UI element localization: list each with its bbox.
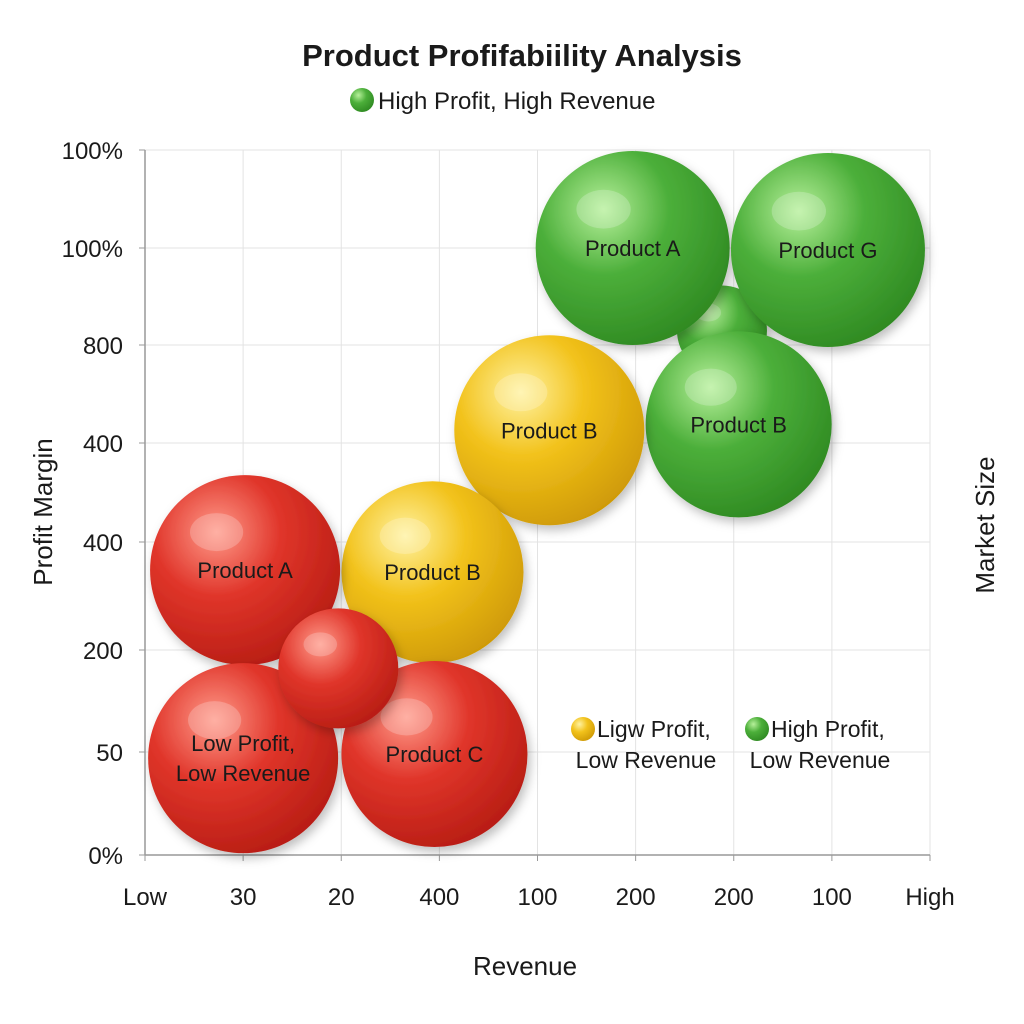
bubble-highlight xyxy=(494,373,548,412)
bubble-label: Product A xyxy=(197,558,293,583)
bubble-circle xyxy=(454,335,645,526)
legend-marker xyxy=(745,717,769,741)
legend-label: Low Revenue xyxy=(750,747,891,773)
bubble-highlight xyxy=(576,189,631,229)
bubble-highlight xyxy=(188,701,242,740)
bubble-highlight xyxy=(189,513,244,552)
y2-axis-label: Market Size xyxy=(970,456,1000,593)
bubble: Low Profit, Low Revenue xyxy=(148,663,339,854)
y-tick-label: 400 xyxy=(83,431,123,458)
bubble-circle xyxy=(148,663,339,854)
bubble-circle xyxy=(341,481,524,664)
bubble-label: Product G xyxy=(778,238,877,263)
bubble-label: Product B xyxy=(501,418,598,443)
bubble-label: Product A xyxy=(585,236,681,261)
bubble-highlight xyxy=(771,191,827,231)
bubble: Product B xyxy=(454,335,645,526)
axes: Low 30 20 400 100 200 200 100 High 0% 50 200 400 400 8… xyxy=(62,138,955,911)
bubble-label: Product C xyxy=(386,742,484,767)
bubble: Product B xyxy=(645,331,832,518)
x-tick-label: Low xyxy=(123,884,168,911)
bubble-highlight xyxy=(684,368,737,406)
y-axis-label: Profit Margin xyxy=(28,438,58,585)
bubble-label: Low Profit, xyxy=(191,731,295,756)
x-tick-label: 100 xyxy=(517,884,557,911)
y-tick-label: 100% xyxy=(62,138,123,165)
y-tick-label: 400 xyxy=(83,530,123,557)
bubble: Product A xyxy=(535,151,730,345)
inner-legend: Ligw Profit, Low Revenue High Profit, Low R… xyxy=(571,716,890,773)
x-tick-label: 100 xyxy=(812,884,852,911)
bubble-highlight xyxy=(303,632,338,657)
bubble: Product A xyxy=(150,475,341,666)
x-tick-label: 200 xyxy=(616,884,656,911)
bubble-circle xyxy=(730,152,925,347)
x-axis-label: Revenue xyxy=(473,951,577,981)
bubble: Product C xyxy=(341,661,528,848)
x-tick-label: 20 xyxy=(328,884,355,911)
y-tick-label: 0% xyxy=(88,843,123,870)
legend-item: High Profit, Low Revenue xyxy=(745,716,890,773)
bubble-label: Product B xyxy=(690,412,787,437)
y-tick-label: 100% xyxy=(62,236,123,263)
y-tick-label: 800 xyxy=(83,333,123,360)
x-tick-label: 200 xyxy=(714,884,754,911)
y-tick-label: 50 xyxy=(96,740,123,767)
x-tick-label: 400 xyxy=(419,884,459,911)
bubble-label: Low Revenue xyxy=(176,761,311,786)
bubble-circle xyxy=(645,331,832,518)
legend-label: Ligw Profit, xyxy=(597,716,711,742)
bubbles: Product A Product G Product B Product B Prod… xyxy=(148,151,925,854)
top-legend: High Profit, High Revenue xyxy=(350,88,655,115)
bubble-circle xyxy=(535,151,730,345)
bubble-highlight xyxy=(379,517,431,555)
legend-marker xyxy=(350,88,374,112)
bubble: Product G xyxy=(730,152,925,347)
bubble xyxy=(278,608,399,729)
chart-title: Product Profifabiility Analysis xyxy=(302,38,742,73)
legend-marker xyxy=(571,717,595,741)
y-tick-label: 200 xyxy=(83,638,123,665)
bubble: Product B xyxy=(341,481,524,664)
x-tick-label: High xyxy=(905,884,954,911)
legend-label: High Profit, xyxy=(771,716,885,742)
legend-item: Ligw Profit, Low Revenue xyxy=(571,716,716,773)
legend-label: Low Revenue xyxy=(576,747,717,773)
bubble-circle xyxy=(278,608,399,729)
bubble-label: Product B xyxy=(384,560,481,585)
bubble-highlight xyxy=(380,698,433,736)
legend-label: High Profit, High Revenue xyxy=(378,88,655,115)
bubble-circle xyxy=(150,475,341,666)
x-tick-label: 30 xyxy=(230,884,257,911)
bubble-circle xyxy=(341,661,528,848)
